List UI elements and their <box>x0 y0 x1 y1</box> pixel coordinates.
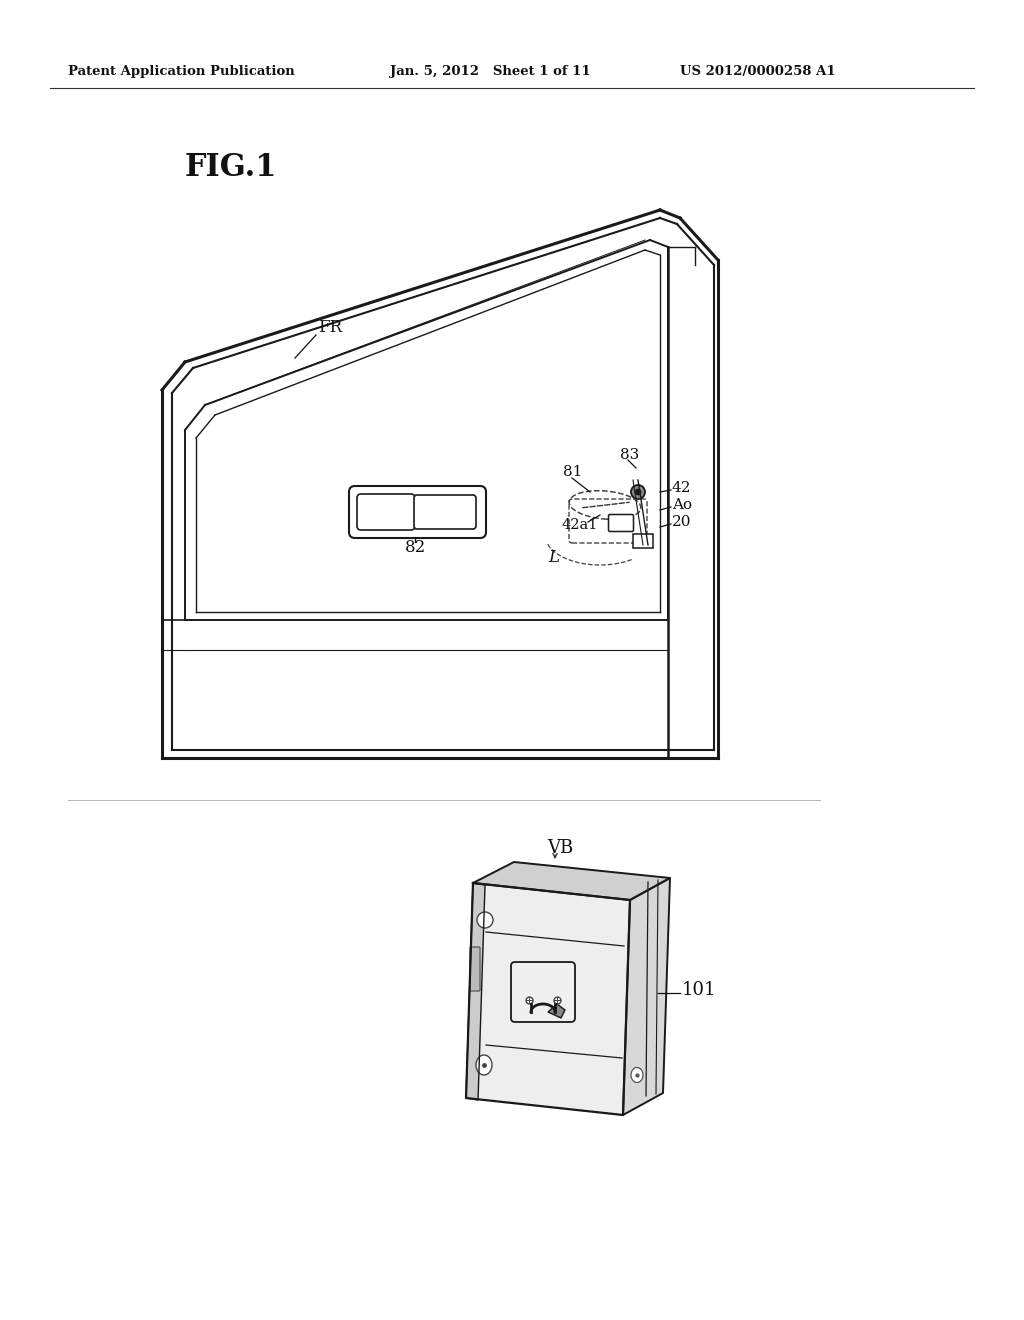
FancyBboxPatch shape <box>414 495 476 529</box>
Text: Patent Application Publication: Patent Application Publication <box>68 66 295 78</box>
Text: 82: 82 <box>404 540 426 557</box>
Circle shape <box>477 912 493 928</box>
FancyBboxPatch shape <box>608 515 634 532</box>
Text: 101: 101 <box>682 981 717 999</box>
Polygon shape <box>473 862 670 900</box>
Ellipse shape <box>631 1068 643 1082</box>
Polygon shape <box>466 883 485 1100</box>
FancyBboxPatch shape <box>349 486 486 539</box>
Text: 42: 42 <box>672 480 691 495</box>
Text: 83: 83 <box>620 447 639 462</box>
Text: US 2012/0000258 A1: US 2012/0000258 A1 <box>680 66 836 78</box>
FancyBboxPatch shape <box>470 946 480 991</box>
FancyBboxPatch shape <box>357 494 415 531</box>
Polygon shape <box>466 883 630 1115</box>
Text: 42a1: 42a1 <box>562 517 598 532</box>
Text: FIG.1: FIG.1 <box>185 153 278 183</box>
Text: L: L <box>548 549 559 566</box>
Circle shape <box>631 484 645 499</box>
Text: VB: VB <box>547 840 573 857</box>
Bar <box>633 535 653 548</box>
Ellipse shape <box>476 1055 492 1074</box>
Text: 20: 20 <box>672 515 691 529</box>
Polygon shape <box>623 878 670 1115</box>
FancyBboxPatch shape <box>511 962 575 1022</box>
FancyArrowPatch shape <box>583 503 629 508</box>
Text: Jan. 5, 2012   Sheet 1 of 11: Jan. 5, 2012 Sheet 1 of 11 <box>390 66 591 78</box>
Circle shape <box>635 488 641 495</box>
Polygon shape <box>548 1005 565 1018</box>
Text: 81: 81 <box>563 465 583 479</box>
Text: FR: FR <box>318 319 342 337</box>
Text: Ao: Ao <box>672 498 692 512</box>
